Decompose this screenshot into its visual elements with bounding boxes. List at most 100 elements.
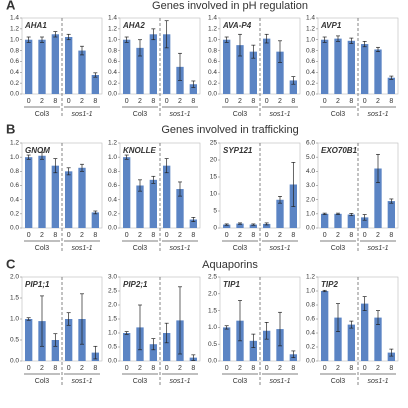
bar (51, 340, 59, 361)
group-label: Col3 (35, 378, 50, 385)
gene-name: AHA2 (122, 21, 145, 30)
group-label: sos1-1 (367, 378, 388, 385)
gene-name: AHA1 (24, 21, 47, 30)
bar (123, 333, 131, 361)
x-tick-label: 0 (323, 232, 327, 239)
bar (78, 167, 86, 228)
row-title: Aquaporins (202, 259, 258, 271)
x-tick-label: 2 (336, 232, 340, 239)
y-tick-label: 2.5 (108, 288, 117, 295)
y-tick-label: 0.2 (208, 80, 217, 87)
y-tick-label: 0.0 (108, 225, 117, 232)
bar (136, 47, 144, 94)
x-tick-label: 8 (349, 365, 353, 372)
y-tick-label: 0.8 (10, 47, 19, 54)
y-tick-label: 0.6 (306, 316, 315, 323)
x-tick-label: 0 (363, 365, 367, 372)
x-tick-label: 8 (251, 232, 255, 239)
y-tick-label: 6.0 (306, 140, 315, 147)
x-tick-label: 8 (349, 98, 353, 105)
bar (361, 217, 369, 228)
bar (263, 38, 271, 94)
group-label: sos1-1 (269, 111, 290, 118)
x-tick-label: 0 (265, 365, 269, 372)
x-tick-label: 0 (67, 98, 71, 105)
y-tick-label: 1.0 (108, 36, 117, 43)
bar (65, 319, 73, 361)
x-tick-label: 8 (251, 365, 255, 372)
panel-letter: C (6, 256, 16, 271)
y-tick-label: 0.5 (108, 344, 117, 351)
x-tick-label: 2 (278, 365, 282, 372)
y-tick-label: 1.0 (208, 36, 217, 43)
y-tick-label: 0.0 (10, 358, 19, 365)
x-tick-label: 2 (40, 98, 44, 105)
x-tick-label: 8 (251, 98, 255, 105)
group-label: sos1-1 (71, 111, 92, 118)
bar (374, 317, 382, 361)
group-label: Col3 (331, 378, 346, 385)
y-tick-label: 0.4 (10, 196, 19, 203)
y-tick-label: 1.0 (208, 324, 217, 331)
bar (25, 319, 33, 361)
y-tick-label: 2.0 (10, 274, 19, 281)
y-tick-label: 0.6 (108, 182, 117, 189)
y-tick-label: 0.8 (10, 168, 19, 175)
x-tick-label: 8 (349, 232, 353, 239)
y-tick-label: 1.0 (306, 288, 315, 295)
x-tick-label: 2 (80, 232, 84, 239)
bar (163, 165, 171, 228)
group-label: sos1-1 (169, 378, 190, 385)
y-tick-label: 10 (210, 191, 218, 198)
group-label: Col3 (133, 245, 148, 252)
bar (65, 171, 73, 228)
y-tick-label: 1.4 (306, 15, 315, 22)
gene-name: SYP121 (223, 146, 253, 155)
bar (149, 344, 157, 361)
bar (347, 214, 355, 228)
group-label: sos1-1 (269, 245, 290, 252)
x-tick-label: 0 (165, 365, 169, 372)
y-tick-label: 1.0 (306, 36, 315, 43)
y-tick-label: 0.8 (306, 302, 315, 309)
x-tick-label: 0 (225, 365, 229, 372)
x-tick-label: 2 (376, 232, 380, 239)
x-tick-label: 2 (80, 365, 84, 372)
bar (361, 303, 369, 361)
y-tick-label: 0.2 (10, 80, 19, 87)
group-label: Col3 (233, 111, 248, 118)
y-tick-label: 1.5 (10, 295, 19, 302)
bar (189, 84, 197, 94)
x-tick-label: 2 (238, 98, 242, 105)
bar (249, 340, 257, 361)
bar (334, 213, 342, 228)
y-tick-label: 0.0 (10, 91, 19, 98)
x-tick-label: 0 (27, 365, 31, 372)
x-tick-label: 2 (178, 365, 182, 372)
x-tick-label: 8 (93, 98, 97, 105)
gene-name: AVP1 (320, 21, 342, 30)
bar (25, 157, 33, 228)
y-tick-label: 0.8 (306, 47, 315, 54)
group-label: Col3 (133, 111, 148, 118)
x-tick-label: 8 (191, 232, 195, 239)
gene-name: TIP2 (321, 280, 338, 289)
y-tick-label: 0.0 (208, 91, 217, 98)
x-tick-label: 0 (125, 365, 129, 372)
x-tick-label: 2 (238, 232, 242, 239)
x-tick-label: 2 (178, 232, 182, 239)
y-tick-label: 0.8 (108, 47, 117, 54)
group-label: Col3 (331, 111, 346, 118)
bar (51, 165, 59, 228)
group-label: Col3 (233, 245, 248, 252)
bar (25, 39, 33, 94)
x-tick-label: 8 (93, 365, 97, 372)
y-tick-label: 1.4 (208, 15, 217, 22)
x-tick-label: 8 (151, 98, 155, 105)
y-tick-label: 1.0 (10, 316, 19, 323)
gene-name: PIP1;1 (25, 280, 50, 289)
bar (149, 179, 157, 228)
group-label: sos1-1 (367, 111, 388, 118)
y-tick-label: 0 (213, 225, 217, 232)
group-label: sos1-1 (367, 245, 388, 252)
